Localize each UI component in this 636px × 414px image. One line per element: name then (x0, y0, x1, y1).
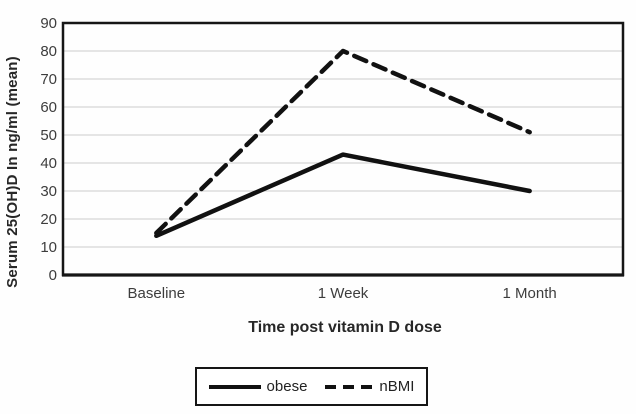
legend-item-obese: obese (208, 378, 308, 395)
x-tick-label: 1 Week (317, 285, 369, 302)
legend: obese nBMI (195, 367, 428, 406)
y-tick-label: 40 (40, 154, 57, 172)
y-tick-label: 0 (48, 266, 57, 284)
series-line-nBMI (154, 48, 532, 236)
series-line-obese (154, 152, 532, 239)
x-axis-title: Time post vitamin D dose (248, 319, 442, 336)
legend-label-nbmi: nBMI (379, 378, 415, 395)
y-tick-label: 70 (40, 70, 57, 88)
y-tick-label: 30 (40, 182, 57, 200)
y-tick-label: 20 (40, 210, 57, 228)
y-tick-label: 90 (40, 14, 57, 32)
y-tick-label: 10 (40, 238, 57, 256)
solid-line-sample (208, 384, 261, 389)
dashed-line-sample (325, 384, 374, 389)
y-tick-label: 80 (40, 42, 57, 60)
y-tick-label: 50 (40, 126, 57, 144)
plot-border (61, 21, 625, 277)
x-tick-label: 1 Month (502, 285, 557, 302)
legend-item-nbmi: nBMI (325, 378, 414, 395)
x-tick-label: Baseline (127, 285, 186, 302)
legend-label-obese: obese (266, 378, 308, 395)
y-tick-label: 60 (40, 98, 57, 116)
